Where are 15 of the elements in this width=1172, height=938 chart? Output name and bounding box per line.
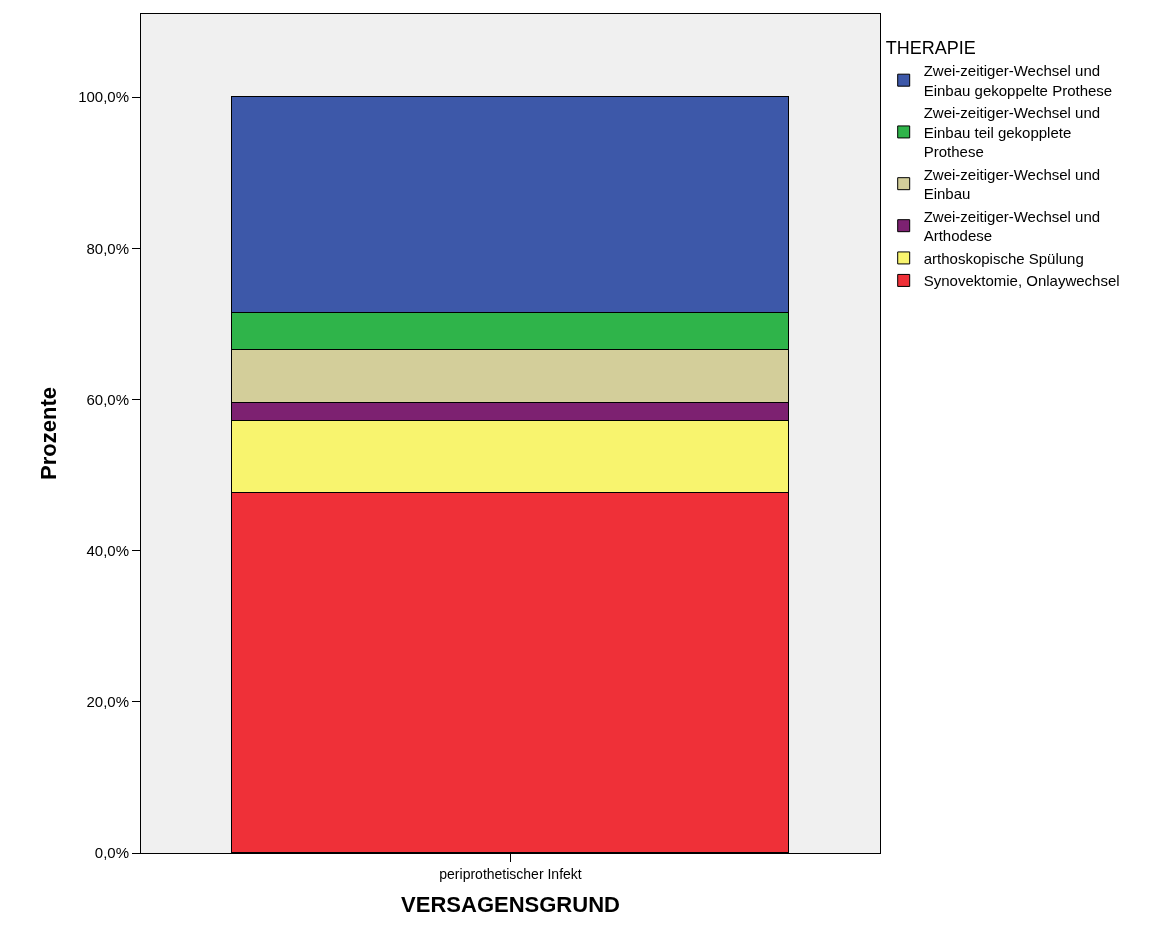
x-axis-title: VERSAGENSGRUND xyxy=(401,891,620,917)
legend-label: Synovektomie, Onlaywechsel xyxy=(923,272,1120,290)
y-tick-label: 60,0% xyxy=(86,390,129,408)
y-tick-label: 0,0% xyxy=(94,844,129,862)
legend-title: THERAPIE xyxy=(885,38,976,59)
y-tick-label: 20,0% xyxy=(86,693,129,711)
y-tick-label: 100,0% xyxy=(78,88,129,106)
x-tick-label: periprothetischer Infekt xyxy=(439,865,582,882)
y-tick-label: 80,0% xyxy=(86,239,129,257)
y-tick-label: 40,0% xyxy=(86,541,129,559)
legend-label: arthoskopische Spülung xyxy=(923,249,1084,267)
legend-label: Zwei-zeitiger-Wechsel und Einbau xyxy=(923,165,1101,203)
legend-label: Zwei-zeitiger-Wechsel und Einbau gekoppelte Prothese xyxy=(923,62,1113,99)
legend-label: Zwei-zeitiger-Wechsel und Einbau teil gekopplete Prothese xyxy=(923,104,1101,161)
y-axis-title: Prozente xyxy=(35,387,61,480)
